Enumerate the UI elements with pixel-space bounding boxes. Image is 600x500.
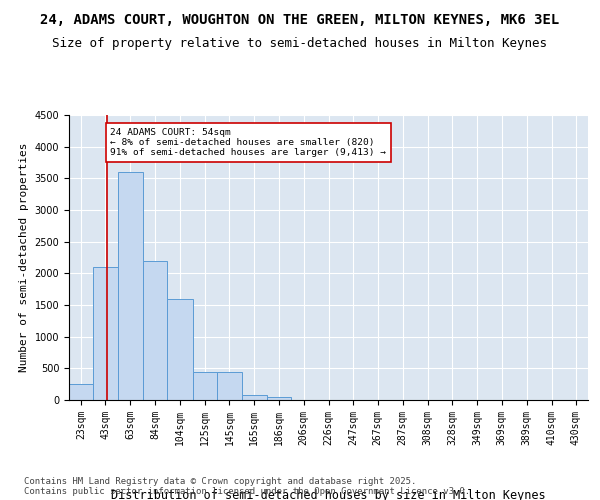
Text: Size of property relative to semi-detached houses in Milton Keynes: Size of property relative to semi-detach… [53, 38, 548, 51]
Bar [242, 395, 267, 400]
Text: 24 ADAMS COURT: 54sqm
← 8% of semi-detached houses are smaller (820)
91% of semi: 24 ADAMS COURT: 54sqm ← 8% of semi-detac… [110, 128, 386, 158]
Bar [167, 298, 193, 400]
X-axis label: Distribution of semi-detached houses by size in Milton Keynes: Distribution of semi-detached houses by … [111, 490, 546, 500]
Bar [118, 172, 143, 400]
Bar [217, 372, 242, 400]
Y-axis label: Number of semi-detached properties: Number of semi-detached properties [19, 143, 29, 372]
Bar [267, 397, 292, 400]
Bar [143, 260, 167, 400]
Bar [69, 384, 94, 400]
Bar [193, 372, 217, 400]
Text: 24, ADAMS COURT, WOUGHTON ON THE GREEN, MILTON KEYNES, MK6 3EL: 24, ADAMS COURT, WOUGHTON ON THE GREEN, … [40, 12, 560, 26]
Text: Contains public sector information licensed under the Open Government Licence v3: Contains public sector information licen… [24, 487, 470, 496]
Bar [94, 267, 118, 400]
Text: Contains HM Land Registry data © Crown copyright and database right 2025.: Contains HM Land Registry data © Crown c… [24, 477, 416, 486]
